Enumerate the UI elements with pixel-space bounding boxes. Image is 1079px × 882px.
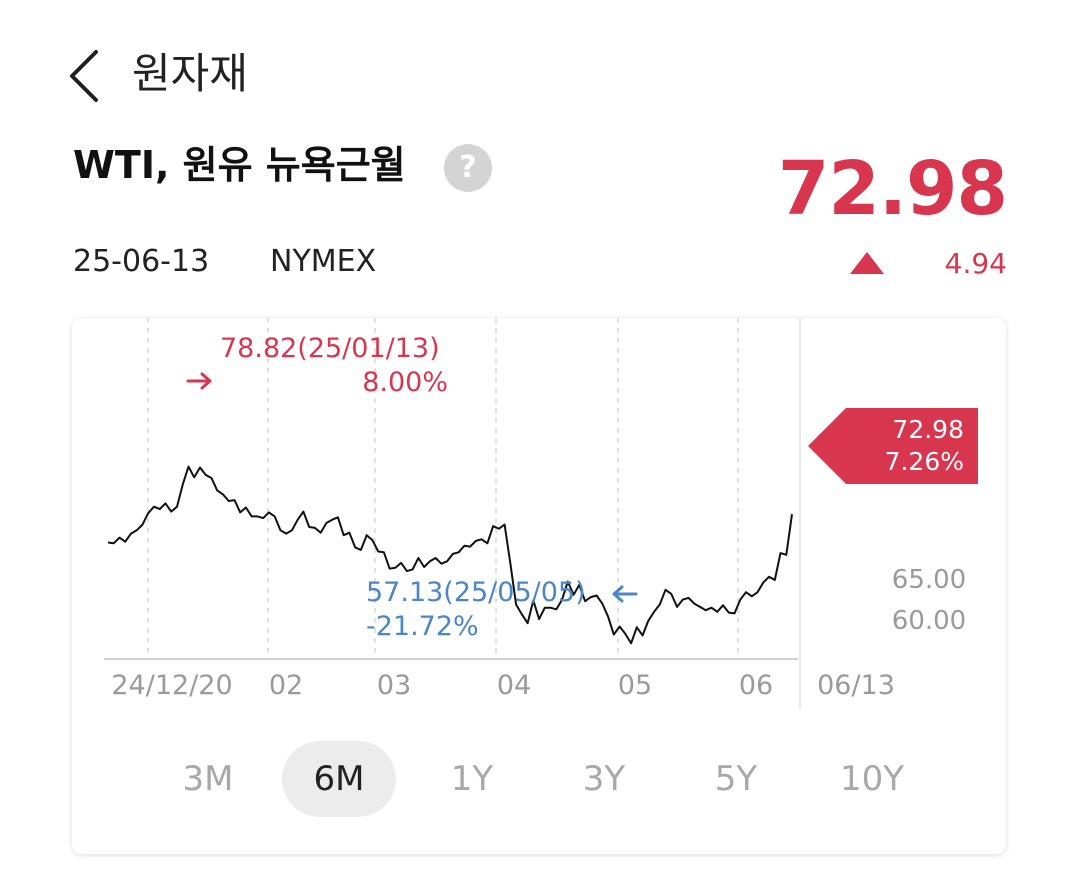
chevron-left-icon	[70, 50, 98, 102]
x-tick-label: 04	[497, 670, 531, 701]
page-title: 원자재	[132, 49, 248, 98]
back-button[interactable]	[62, 44, 112, 104]
last-price-tag	[808, 408, 978, 484]
high-value-label: 78.82(25/01/13)	[220, 333, 440, 364]
high-percent-label: 8.00%	[362, 367, 448, 398]
x-tick-label: 02	[269, 670, 303, 701]
low-value-label: 57.13(25/05/05)	[366, 577, 586, 608]
y-tick-label: 65.00	[892, 565, 966, 595]
period-1y[interactable]: 1Y	[450, 759, 494, 799]
price-line	[107, 465, 793, 645]
x-tick-label: 05	[618, 670, 652, 701]
question-mark-icon[interactable]: ?	[444, 144, 492, 192]
x-tick-label: 06	[739, 670, 773, 701]
current-price: 72.98	[777, 146, 1008, 232]
arrow-right-icon	[186, 372, 212, 390]
header: 원자재	[0, 38, 1079, 108]
price-chart[interactable]: 24/12/20 02 03 04 05 06 06/13 65.00 60.00 78.82(2…	[72, 318, 1006, 738]
period-5y[interactable]: 5Y	[714, 759, 758, 799]
last-price-value: 72.98	[892, 415, 964, 444]
x-tick-label: 24/12/20	[111, 670, 232, 701]
period-3m[interactable]: 3M	[182, 759, 234, 799]
y-tick-label: 60.00	[892, 606, 966, 636]
x-tick-label: 03	[377, 670, 411, 701]
triangle-up-icon	[850, 252, 884, 274]
x-tick-label: 06/13	[817, 670, 895, 701]
low-percent-label: -21.72%	[366, 611, 479, 642]
period-3y[interactable]: 3Y	[582, 759, 626, 799]
arrow-left-icon	[612, 585, 638, 603]
asset-name: WTI, 원유 뉴욕근월	[73, 143, 406, 187]
period-6m[interactable]: 6M	[282, 741, 396, 817]
price-change: 4.94	[944, 247, 1007, 280]
period-selector: 3M 6M 1Y 3Y 5Y 10Y	[0, 741, 1079, 817]
last-price-percent: 7.26%	[885, 447, 964, 476]
exchange-name: NYMEX	[270, 244, 377, 279]
quote-date: 25-06-13	[73, 244, 210, 279]
chart-card: 24/12/20 02 03 04 05 06 06/13 65.00 60.00 78.82(2…	[72, 318, 1006, 854]
period-10y[interactable]: 10Y	[839, 759, 905, 799]
